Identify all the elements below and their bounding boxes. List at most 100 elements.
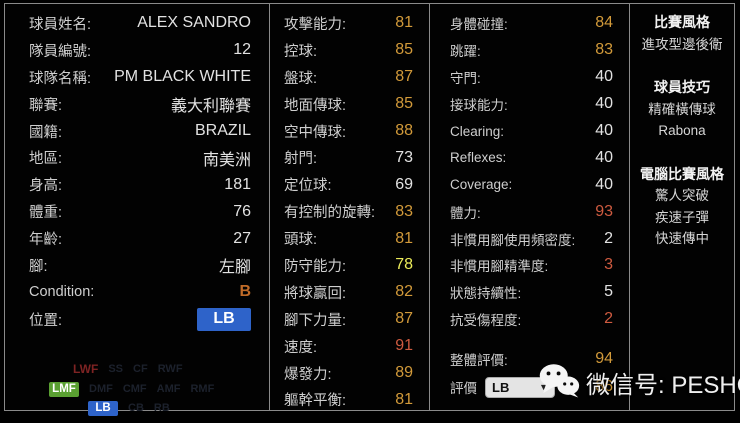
rating-select-value: LB bbox=[492, 379, 510, 395]
stat-label: Clearing: bbox=[450, 123, 505, 139]
position-label: LWF bbox=[73, 362, 99, 376]
stat-value: 69 bbox=[395, 175, 413, 193]
stat-row: 控球: 85 bbox=[270, 37, 429, 64]
play-style-line bbox=[630, 55, 734, 77]
play-style-line bbox=[630, 142, 734, 164]
stat-row: 守門: 40 bbox=[430, 64, 629, 91]
position-label: LB bbox=[88, 400, 118, 416]
wechat-icon bbox=[538, 362, 580, 403]
stat-label: 跳躍: bbox=[450, 44, 481, 60]
stat-value: 87 bbox=[395, 310, 413, 328]
stat-row: Reflexes: 40 bbox=[430, 144, 629, 171]
position-label: DMF bbox=[89, 383, 113, 395]
stat-value: 2 bbox=[604, 229, 613, 247]
info-value: BRAZIL bbox=[194, 122, 251, 139]
info-value: B bbox=[239, 283, 251, 301]
stat-value: 83 bbox=[595, 41, 613, 59]
position-label: CMF bbox=[122, 383, 147, 395]
stat-value: 81 bbox=[395, 229, 413, 247]
stat-label: 非慣用腳使用頻密度: bbox=[450, 232, 576, 248]
stat-label: 身體碰撞: bbox=[450, 17, 508, 33]
stat-value: 81 bbox=[395, 14, 413, 32]
stat-row: 身體碰撞: 84 bbox=[430, 10, 629, 37]
info-value: 181 bbox=[224, 175, 251, 193]
stat-label: 接球能力: bbox=[450, 98, 508, 114]
info-row: 體重: 76 bbox=[5, 198, 269, 225]
rating-value: 86 bbox=[595, 378, 613, 395]
stat-value: 84 bbox=[595, 14, 613, 32]
overall-rating-label: 整體評價: bbox=[450, 352, 508, 368]
info-value: ALEX SANDRO bbox=[137, 14, 251, 32]
stat-label: 抗受傷程度: bbox=[450, 313, 522, 329]
player-info-rows: 球員姓名: ALEX SANDRO 隊員編號: 12 球隊名稱: PM BLAC… bbox=[5, 4, 269, 333]
play-style-column: 比賽風格 進攻型邊後衛 球員技巧 精確橫傳球 Rabona 電腦比賽風格 驚人突… bbox=[629, 4, 734, 410]
stat-label: 守門: bbox=[450, 71, 481, 87]
stat-label: 狀態持續性: bbox=[450, 286, 522, 302]
stat-label: 體力: bbox=[450, 205, 481, 221]
stat-value: 89 bbox=[395, 364, 413, 382]
stat-value: 82 bbox=[395, 283, 413, 301]
attack-stats-rows: 攻擊能力: 81 控球: 85 盤球: 87 地面傳球: 85 bbox=[270, 4, 429, 413]
stat-row: Coverage: 40 bbox=[430, 171, 629, 198]
overall-rating-block: 整體評價: 94 評價 LB ▼ 86 bbox=[430, 345, 629, 402]
info-row: 國籍: BRAZIL bbox=[5, 118, 269, 145]
stat-label: 有控制的旋轉: bbox=[284, 205, 376, 222]
overall-rating-value: 94 bbox=[595, 349, 613, 367]
stat-value: 3 bbox=[604, 256, 613, 274]
stat-row: 體力: 93 bbox=[430, 198, 629, 225]
stat-label: 空中傳球: bbox=[284, 124, 347, 141]
stat-label: 軀幹平衡: bbox=[284, 393, 347, 410]
stat-value: 88 bbox=[395, 122, 413, 139]
play-style-line: 進攻型邊後衛 bbox=[641, 36, 723, 52]
stat-value: 2 bbox=[604, 310, 613, 328]
stat-label: 非慣用腳精準度: bbox=[450, 259, 549, 275]
stat-label: 速度: bbox=[284, 339, 318, 356]
info-label: Condition: bbox=[29, 284, 95, 301]
info-value: 義大利聯賽 bbox=[170, 98, 251, 116]
stat-row: 非慣用腳使用頻密度: 2 bbox=[430, 225, 629, 252]
rating-position-select[interactable]: LB ▼ bbox=[485, 376, 555, 398]
stat-label: 頭球: bbox=[284, 232, 318, 249]
position-label: CF bbox=[133, 363, 148, 375]
play-style-line: 比賽風格 bbox=[654, 14, 710, 30]
position-map-row-defence: LB CB RB bbox=[88, 399, 269, 417]
info-row: 年齡: 27 bbox=[5, 225, 269, 252]
stat-value: 93 bbox=[595, 202, 613, 220]
info-row: 聯賽: 義大利聯賽 bbox=[5, 91, 269, 118]
stat-value: 81 bbox=[395, 390, 413, 408]
info-value: 12 bbox=[233, 41, 251, 59]
info-label: 地區: bbox=[29, 151, 63, 168]
info-label: 國籍: bbox=[29, 124, 63, 141]
stat-value: 5 bbox=[604, 283, 613, 301]
stat-row: 定位球: 69 bbox=[270, 171, 429, 198]
info-label: 位置: bbox=[29, 312, 63, 329]
stat-value: 91 bbox=[395, 337, 413, 355]
info-row: 球隊名稱: PM BLACK WHITE bbox=[5, 64, 269, 91]
position-map: LWF SS CF RWF LMF DMF CMF AMF RMF LB CB RB bbox=[5, 360, 269, 417]
stat-value: 73 bbox=[395, 148, 413, 166]
rating-label: 評價 bbox=[450, 381, 477, 396]
physical-stats-rows: 身體碰撞: 84 跳躍: 83 守門: 40 接球能力: 40 bbox=[430, 4, 629, 333]
stat-row: 爆發力: 89 bbox=[270, 360, 429, 387]
stat-label: 盤球: bbox=[284, 70, 318, 87]
stat-label: Coverage: bbox=[450, 177, 513, 193]
overall-rating-row: 整體評價: 94 bbox=[430, 345, 629, 372]
info-value: 左腳 bbox=[218, 259, 251, 277]
info-value: 27 bbox=[233, 229, 251, 247]
position-label: LMF bbox=[49, 381, 79, 397]
stat-row: 腳下力量: 87 bbox=[270, 306, 429, 333]
stat-label: Reflexes: bbox=[450, 150, 507, 166]
stat-row: 抗受傷程度: 2 bbox=[430, 306, 629, 333]
stat-row: 射門: 73 bbox=[270, 144, 429, 171]
stat-row: 接球能力: 40 bbox=[430, 91, 629, 118]
stat-label: 腳下力量: bbox=[284, 312, 347, 329]
stat-label: 定位球: bbox=[284, 178, 332, 195]
position-label: RB bbox=[153, 402, 170, 414]
stat-value: 40 bbox=[595, 122, 613, 139]
info-row: 位置: LB bbox=[5, 306, 269, 333]
stat-value: 87 bbox=[395, 68, 413, 86]
stat-label: 射門: bbox=[284, 151, 318, 168]
rating-row: 評價 LB ▼ 86 bbox=[430, 372, 629, 402]
stat-row: 將球贏回: 82 bbox=[270, 279, 429, 306]
info-label: 體重: bbox=[29, 205, 63, 222]
